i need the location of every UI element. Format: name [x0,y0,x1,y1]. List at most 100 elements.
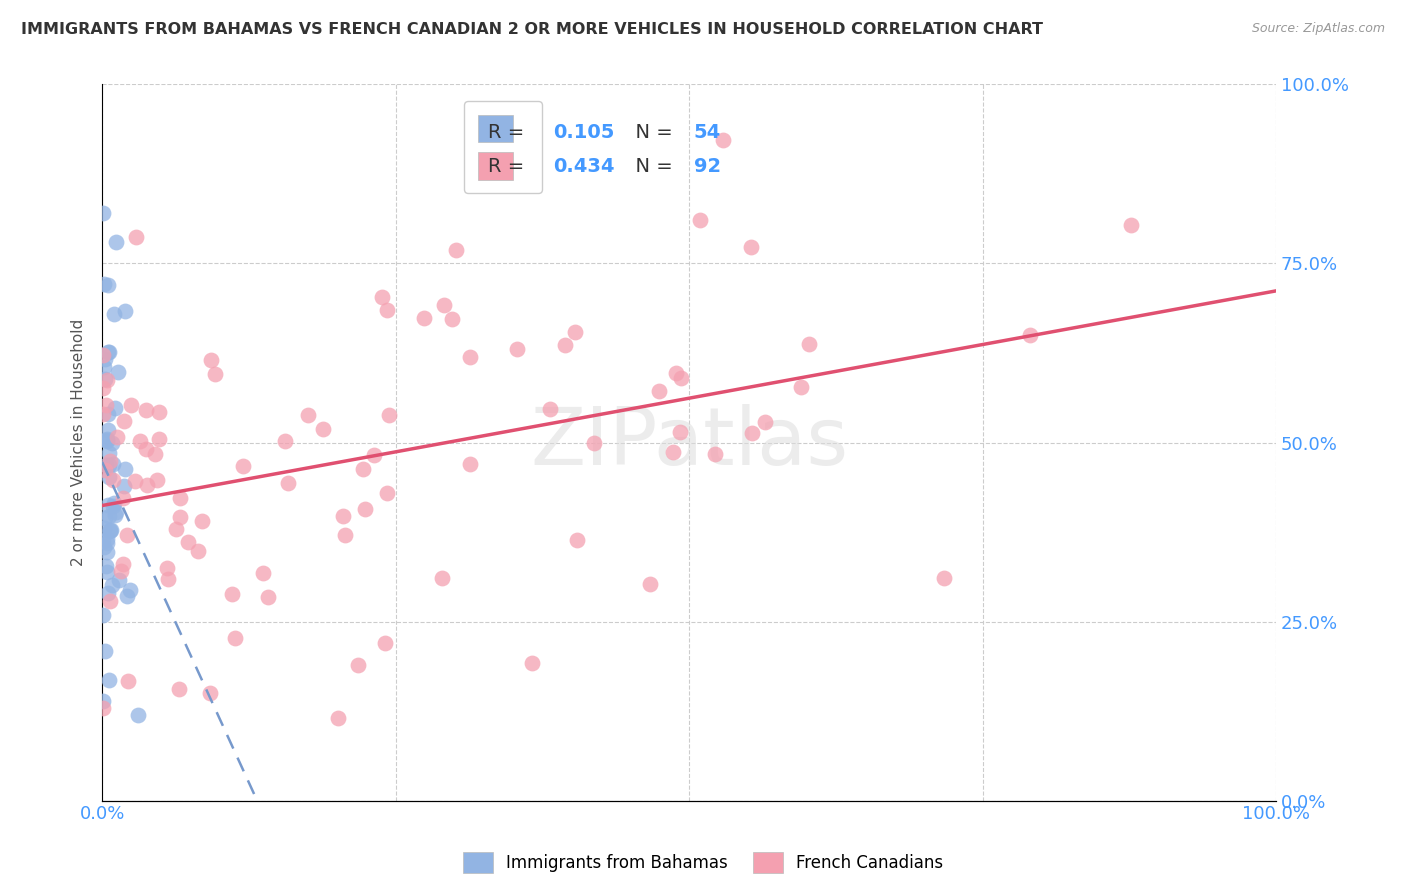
Point [98,454,121,468]
Text: ZIPatlas: ZIPatlas [530,403,848,482]
Point [103,307,125,321]
Point [94,559,117,574]
Point [638,576,661,591]
Point [93,206,115,220]
Point [332,508,354,523]
Point [105,430,128,444]
Point [117,589,139,603]
Point [117,673,139,688]
Point [101,436,124,450]
Point [648,384,671,399]
Point [224,631,246,645]
Point [277,476,299,491]
Point [371,290,394,304]
Point [97,277,120,292]
Point [146,473,169,487]
Point [354,502,377,516]
Point [96,535,118,549]
Point [98,523,121,537]
Point [93,521,115,535]
Point [187,544,209,558]
Point [94,371,117,385]
Point [274,434,297,449]
Point [93,608,115,623]
Point [460,350,482,364]
Point [506,343,529,357]
Point [108,573,131,587]
Point [94,510,117,524]
Point [232,459,254,474]
Point [96,373,118,387]
Point [93,407,115,421]
Point [104,508,127,522]
Point [98,345,121,359]
Point [135,403,157,417]
Point [97,498,120,512]
Point [124,475,146,489]
Point [98,469,121,483]
Point [143,447,166,461]
Point [741,426,763,441]
Point [97,424,120,438]
Point [104,505,127,519]
Point [200,686,222,700]
Point [115,527,138,541]
Text: IMMIGRANTS FROM BAHAMAS VS FRENCH CANADIAN 2 OR MORE VEHICLES IN HOUSEHOLD CORRE: IMMIGRANTS FROM BAHAMAS VS FRENCH CANADI… [21,22,1043,37]
Point [347,657,370,672]
Point [458,457,481,471]
Point [101,500,124,514]
Point [363,448,385,462]
Point [328,711,350,725]
Point [101,473,124,487]
Point [93,534,115,549]
Point [97,344,120,359]
Point [522,656,544,670]
Point [565,533,588,547]
Point [97,586,120,600]
Point [169,510,191,524]
Point [136,478,159,492]
Point [1018,328,1040,343]
Point [97,446,120,460]
Point [110,564,132,578]
Point [165,523,187,537]
Point [754,415,776,429]
Point [103,496,125,510]
Point [375,302,398,317]
Text: 54: 54 [693,123,721,142]
Text: Source: ZipAtlas.com: Source: ZipAtlas.com [1251,22,1385,36]
Point [374,636,396,650]
Point [107,365,129,379]
Point [191,514,214,528]
Point [96,532,118,546]
Point [444,243,467,257]
Text: R =: R = [488,158,531,177]
Point [105,235,128,249]
Text: 92: 92 [693,158,721,177]
Point [177,535,200,549]
Point [114,462,136,476]
Point [112,414,135,428]
Point [333,527,356,541]
Point [413,311,436,326]
Point [157,572,180,586]
Point [665,366,688,380]
Point [169,491,191,505]
Point [94,398,117,412]
Point [790,379,813,393]
Point [129,434,152,448]
Point [200,352,222,367]
Point [538,401,561,416]
Point [704,447,727,461]
Point [1119,218,1142,232]
Point [93,381,115,395]
Point [127,707,149,722]
Point [100,523,122,537]
Point [252,566,274,580]
Point [111,491,134,505]
Point [662,445,685,459]
Point [668,425,690,439]
Point [96,545,118,559]
Point [93,701,115,715]
Point [97,408,120,422]
